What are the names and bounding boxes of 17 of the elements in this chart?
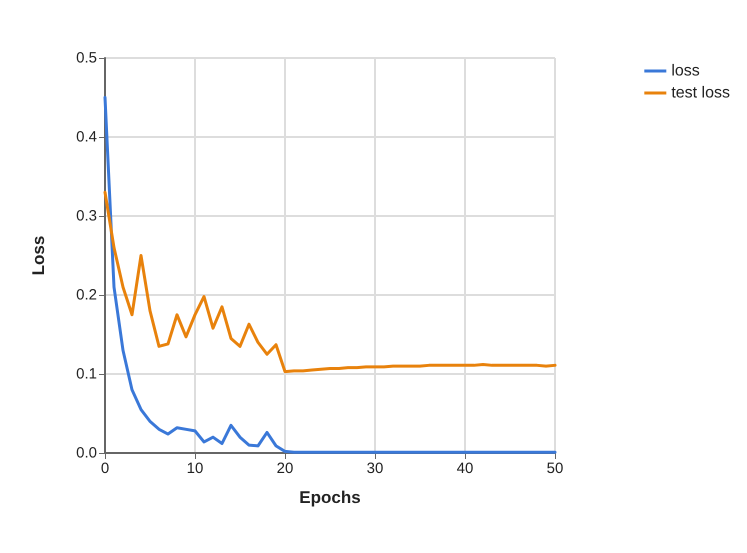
legend-label: test loss bbox=[671, 84, 730, 102]
x-tick-label: 50 bbox=[546, 460, 564, 477]
x-axis-title: Epochs bbox=[299, 488, 361, 507]
x-tick-label: 40 bbox=[456, 460, 474, 477]
y-tick-label: 0.1 bbox=[76, 366, 97, 382]
x-tick-label: 30 bbox=[366, 460, 384, 477]
x-tick-label: 0 bbox=[100, 460, 110, 477]
x-tick-label: 20 bbox=[276, 460, 294, 477]
line-series bbox=[104, 190, 556, 374]
y-tick-label: 0.0 bbox=[76, 444, 97, 462]
legend-label: loss bbox=[671, 62, 700, 80]
y-tick-label: 0.3 bbox=[76, 208, 97, 224]
y-tick-label: 0.2 bbox=[76, 286, 97, 304]
y-tick-label: 0.4 bbox=[76, 128, 97, 146]
y-tick-label: 0.5 bbox=[76, 50, 97, 66]
x-tick-label: 10 bbox=[186, 460, 204, 477]
y-axis-title: Loss bbox=[29, 236, 48, 276]
